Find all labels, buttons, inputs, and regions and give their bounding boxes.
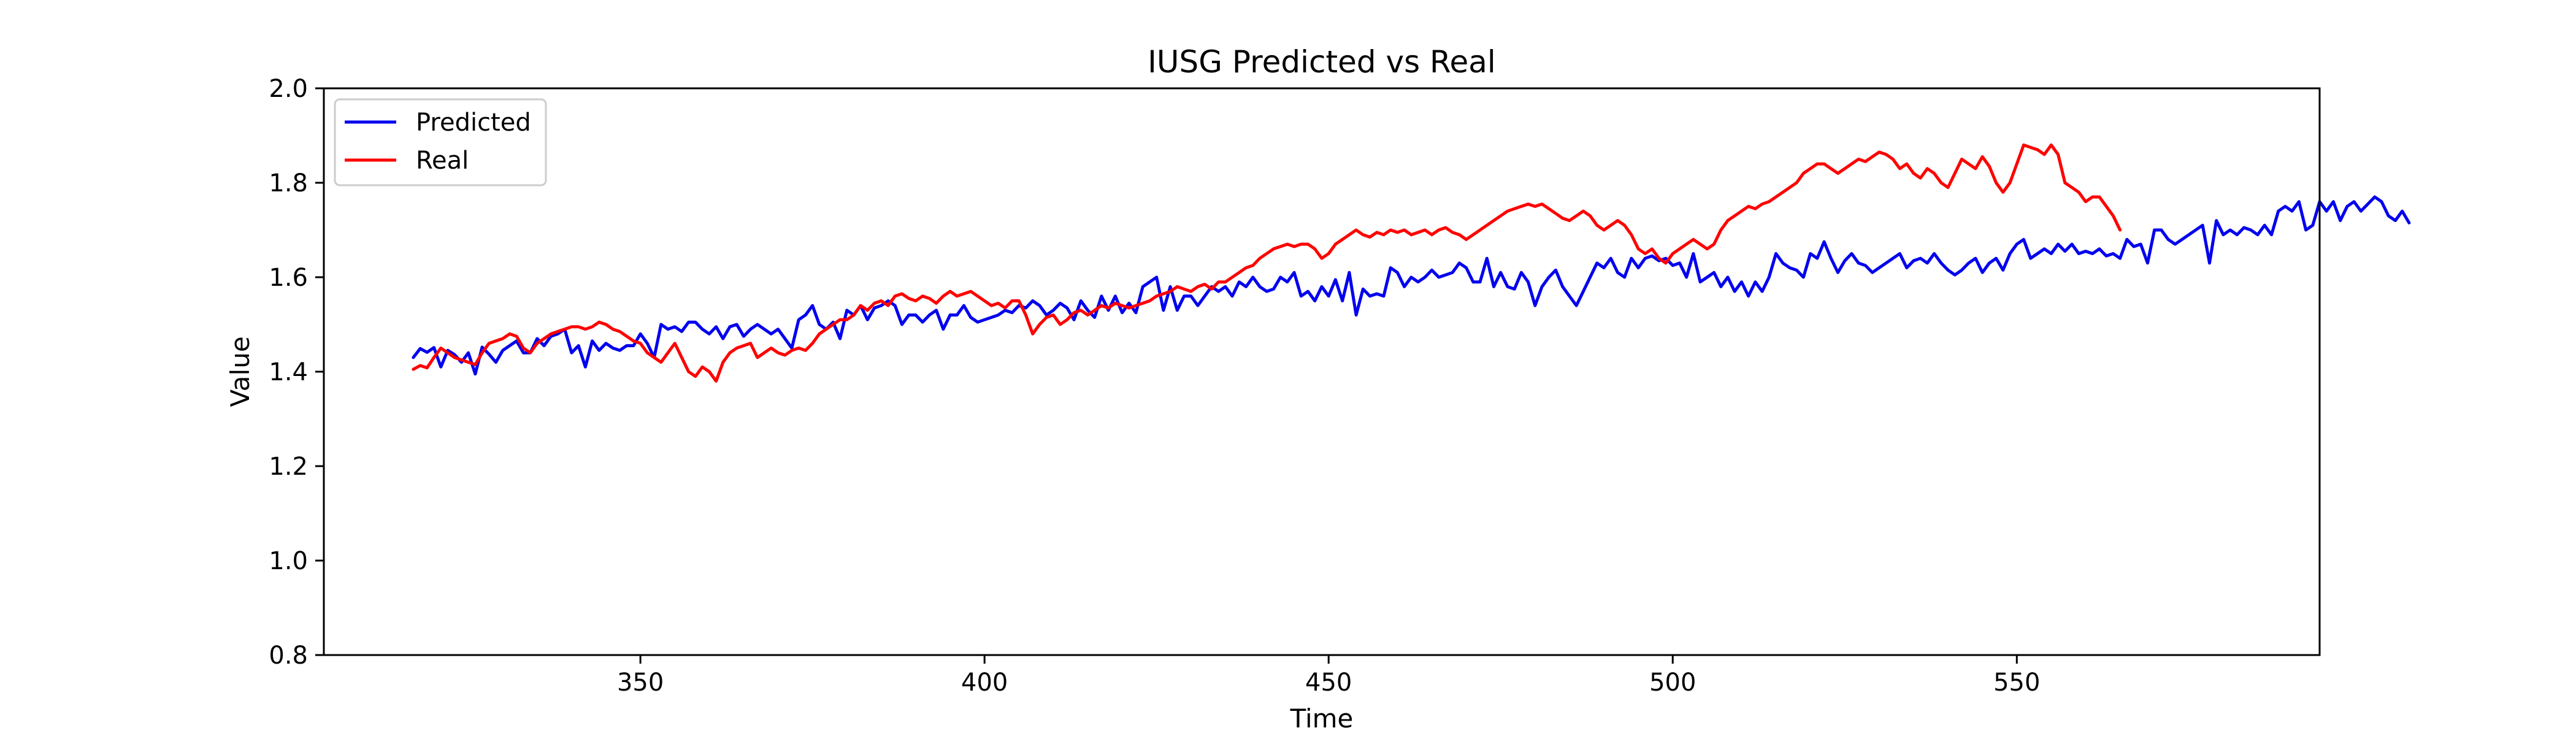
chart-title: IUSG Predicted vs Real	[1148, 44, 1496, 80]
series-line-real	[412, 143, 2122, 383]
x-tick-label: 500	[1649, 669, 1696, 697]
y-tick-label: 1.4	[269, 358, 308, 386]
legend-label-predicted: Predicted	[416, 109, 531, 137]
y-tick-label: 1.8	[269, 169, 308, 197]
y-tick-label: 1.0	[269, 547, 308, 575]
y-tick-label: 0.8	[269, 642, 308, 670]
y-axis-ticks: 0.8 1.0 1.2 1.4 1.6 1.8 2.0	[269, 75, 324, 670]
x-tick-label: 350	[617, 669, 664, 697]
y-tick-label: 1.6	[269, 264, 308, 292]
legend: Predicted Real	[334, 98, 547, 186]
x-tick-label: 400	[961, 669, 1008, 697]
x-axis-label: Time	[1290, 703, 1354, 734]
plot-area-frame	[323, 87, 2321, 656]
x-tick-label: 450	[1305, 669, 1352, 697]
y-axis-label: Value	[225, 336, 255, 407]
y-tick-label: 1.2	[269, 453, 308, 481]
series-line-predicted	[412, 195, 2411, 376]
series-layer	[412, 143, 2411, 383]
x-tick-label: 550	[1993, 669, 2040, 697]
x-axis-ticks: 350 400 450 500 550	[617, 655, 2040, 697]
y-tick-label: 2.0	[269, 75, 308, 103]
legend-label-real: Real	[416, 147, 469, 175]
